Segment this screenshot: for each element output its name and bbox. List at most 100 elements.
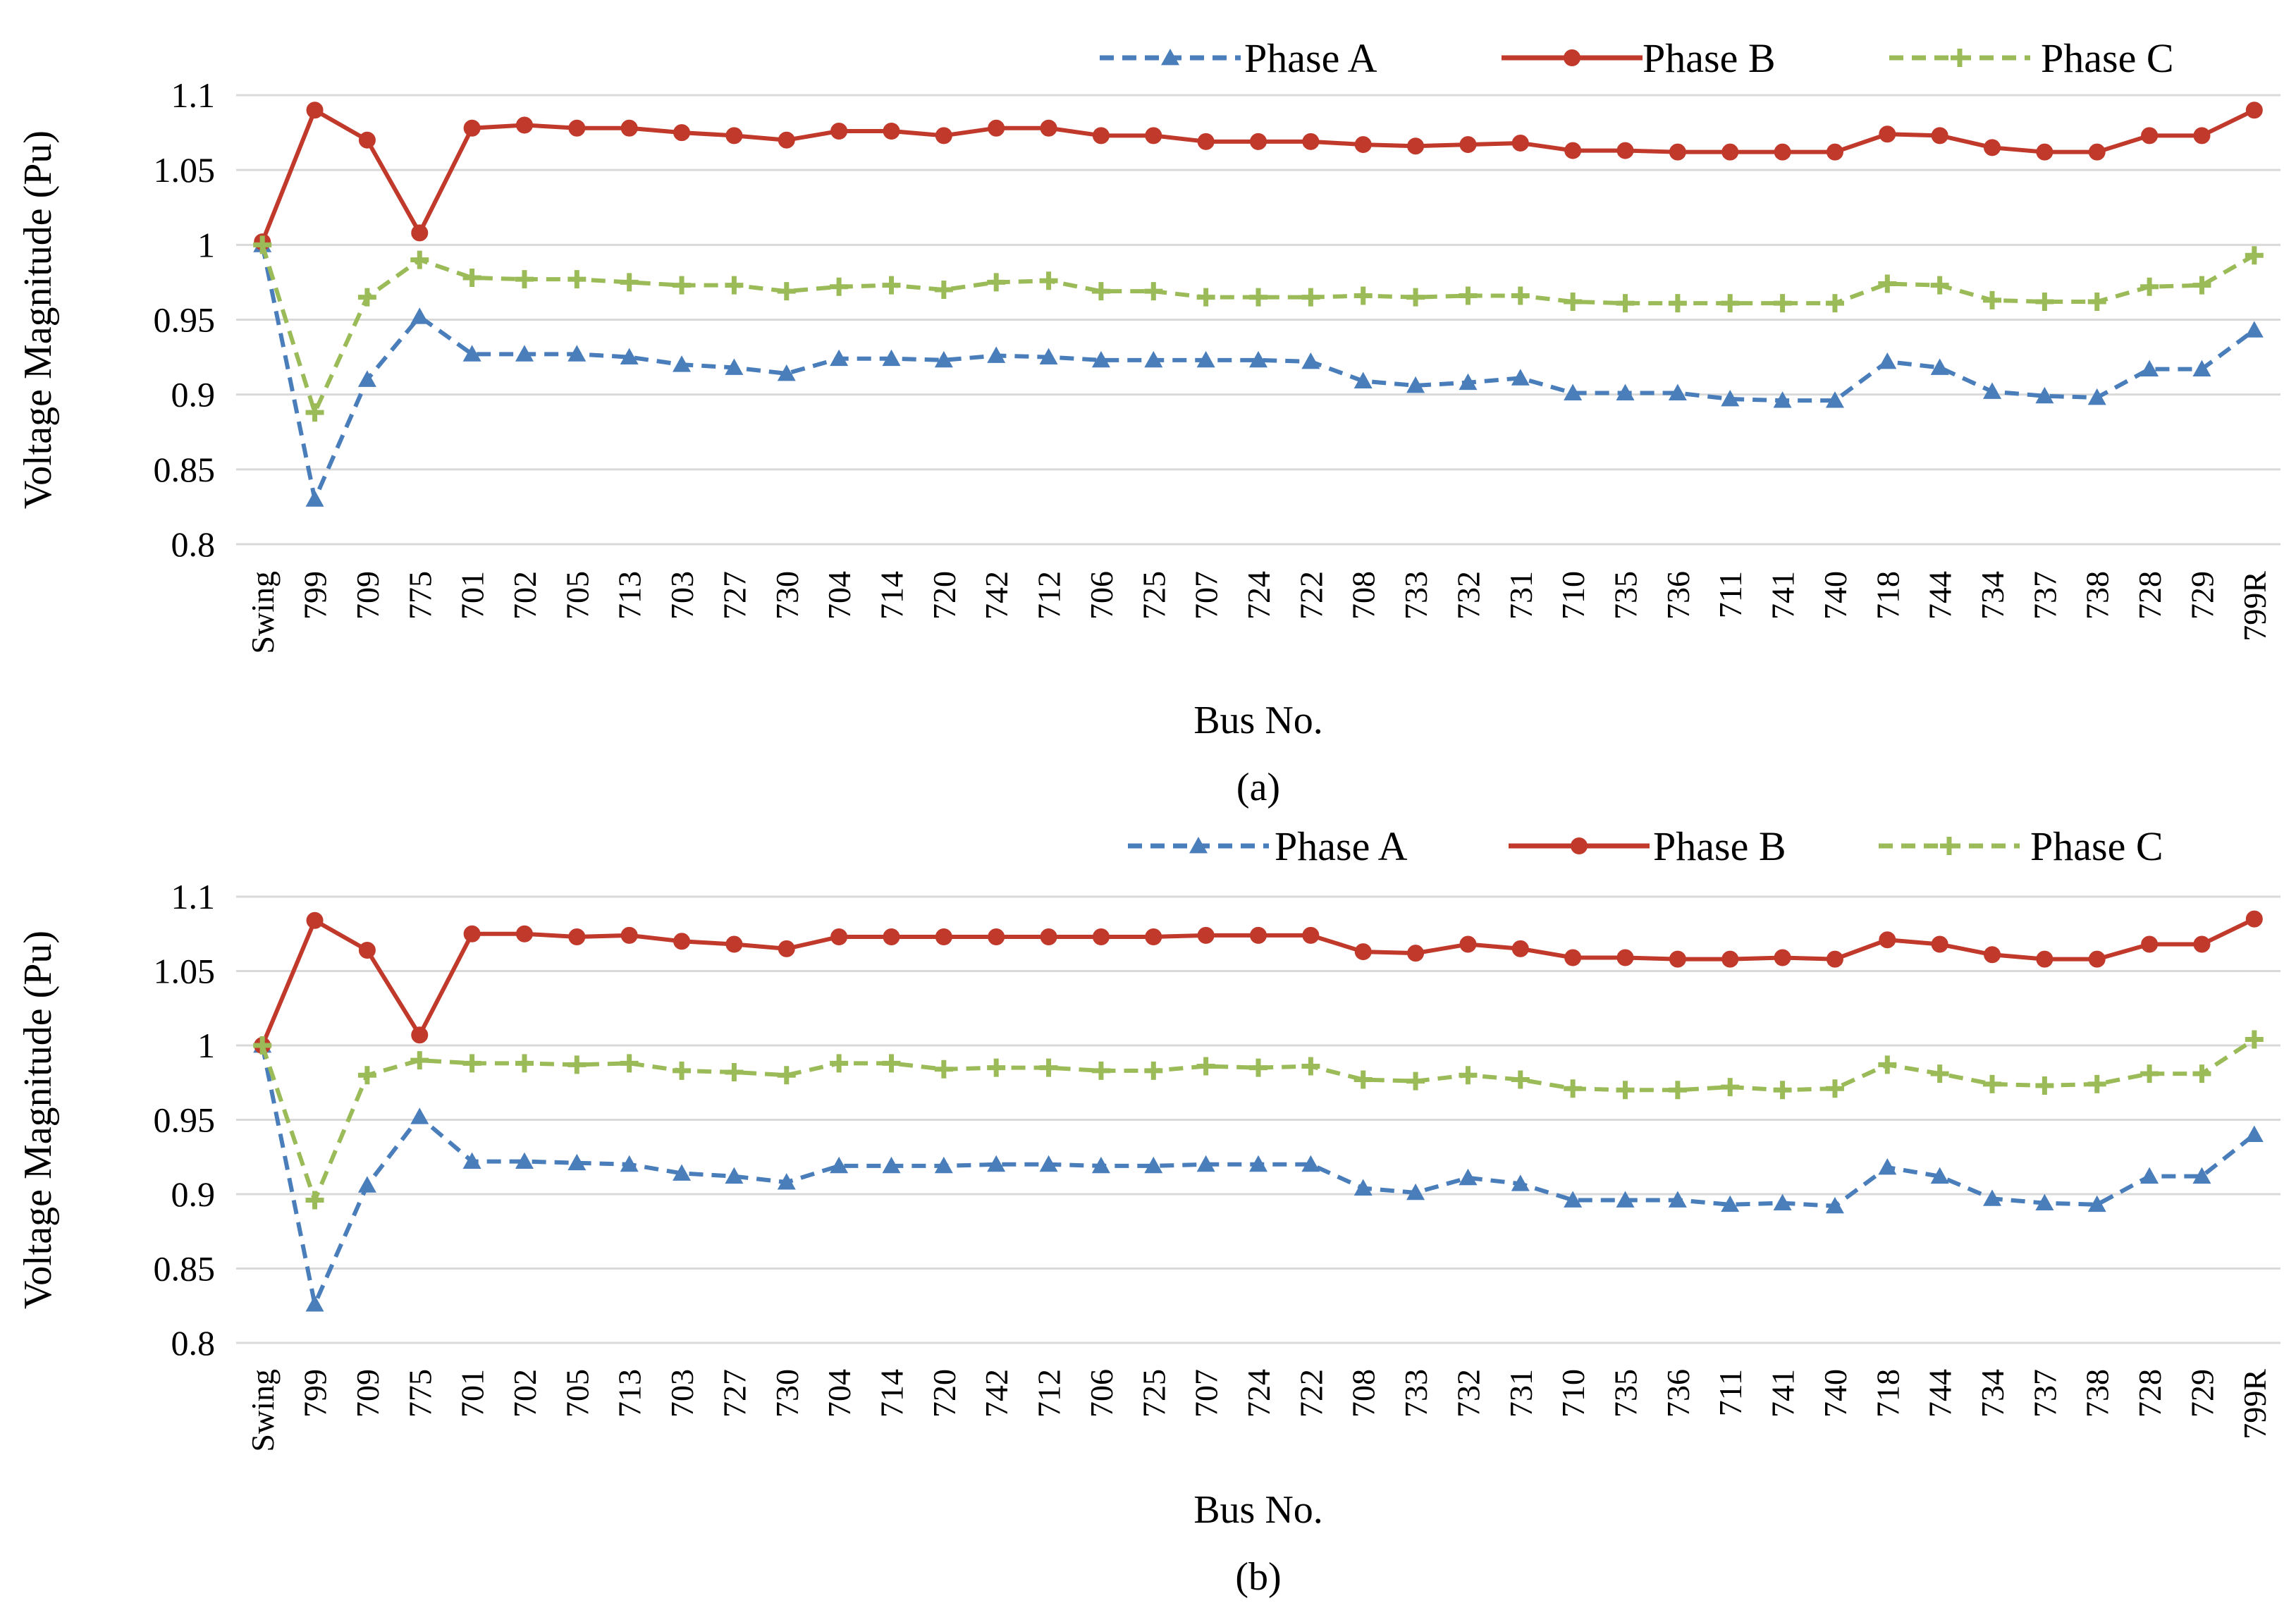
data-point (1773, 1081, 1792, 1100)
series-phase-b (254, 102, 2263, 251)
data-point (1353, 286, 1373, 305)
data-point (1668, 294, 1687, 313)
series-phase-b (254, 910, 2263, 1054)
data-point (935, 928, 952, 945)
data-point (830, 1156, 849, 1174)
data-point (1825, 294, 1844, 313)
data-point (1511, 286, 1530, 305)
data-point (463, 119, 481, 137)
x-tick-label: 704 (821, 571, 857, 620)
data-point (410, 307, 429, 324)
data-point (1354, 943, 1372, 961)
data-point (620, 1155, 639, 1172)
data-point (515, 1054, 534, 1073)
legend-label: Phase B (1653, 823, 1786, 869)
data-point (515, 116, 533, 134)
x-tick-label: 741 (1765, 1369, 1801, 1418)
data-point (410, 250, 429, 269)
data-point (515, 270, 534, 289)
x-tick-label: 713 (612, 1369, 648, 1418)
data-point (2192, 276, 2211, 295)
x-tick-label: 701 (455, 571, 491, 620)
x-tick-label: 731 (1503, 1369, 1539, 1418)
data-point (1773, 391, 1792, 408)
x-tick-label: 709 (350, 571, 386, 620)
data-point (1721, 294, 1740, 313)
series-phase-a (253, 235, 2264, 507)
data-point (306, 911, 324, 929)
data-point (1144, 282, 1163, 301)
x-tick-label: 735 (1608, 1369, 1644, 1418)
x-tick-label: 775 (402, 1369, 438, 1418)
data-point (1616, 294, 1635, 313)
data-point (1459, 286, 1478, 305)
x-tick-label: 727 (716, 571, 752, 620)
x-tick-label: 744 (1922, 571, 1958, 620)
data-point (1826, 143, 1843, 161)
data-point (1564, 293, 1583, 312)
data-point (1668, 1191, 1687, 1208)
data-point (987, 346, 1006, 363)
data-point (253, 1036, 272, 1055)
x-tick-label: 711 (1712, 1369, 1748, 1416)
data-point (1564, 142, 1582, 159)
data-point (1092, 127, 1110, 145)
data-point (1249, 1155, 1267, 1172)
data-point (1250, 926, 1267, 944)
data-point (1459, 373, 1478, 391)
data-point (883, 928, 900, 945)
data-point (1197, 926, 1215, 944)
legend-label: Phase B (1643, 35, 1776, 81)
x-tick-label: 709 (350, 1369, 386, 1418)
y-tick-label: 0.85 (154, 1249, 216, 1289)
x-tick-label: 734 (1975, 571, 2010, 620)
data-point (462, 1054, 481, 1073)
data-point (1407, 945, 1425, 962)
x-tick-label: 701 (455, 1369, 491, 1418)
data-point (673, 933, 691, 950)
x-tick-label: 710 (1555, 1369, 1591, 1418)
x-tick-label: 733 (1398, 571, 1434, 620)
x-tick-label: 740 (1817, 571, 1853, 620)
data-point (2192, 1167, 2211, 1184)
legend-marker (1571, 837, 1588, 854)
data-point (2192, 1064, 2211, 1083)
x-tick-label: 725 (1136, 571, 1172, 620)
data-point (2140, 360, 2159, 376)
data-point (567, 270, 587, 289)
data-point (1039, 1058, 1058, 1077)
data-point (2035, 386, 2054, 404)
y-tick-label: 0.85 (154, 450, 216, 489)
chart-panel-a: 0.8 0.85 0.9 0.95 1 1.05 1.1 Swing 799 709 775 701 7… (16, 35, 2280, 809)
data-point (1091, 1156, 1110, 1174)
data-point (2245, 1030, 2264, 1049)
data-point (1039, 271, 1058, 290)
x-tick-label: 775 (402, 571, 438, 620)
x-tick-label: 741 (1765, 571, 1801, 620)
x-tick-label: 740 (1817, 1369, 1853, 1418)
data-point (2140, 277, 2159, 296)
data-point (725, 1062, 744, 1081)
data-point (463, 925, 481, 942)
x-tick-label: Swing (245, 1369, 281, 1452)
data-point (358, 941, 376, 959)
data-point (1144, 350, 1163, 368)
data-point (725, 276, 744, 295)
data-point (830, 122, 848, 140)
x-axis-title: Bus No. (1193, 699, 1323, 742)
y-tick-label: 1.1 (171, 877, 216, 916)
series-phase-c (253, 1030, 2264, 1210)
data-point (1721, 1078, 1740, 1097)
x-tick-label: 728 (2132, 571, 2168, 620)
x-tick-label: 731 (1503, 571, 1539, 620)
data-point (830, 277, 849, 296)
x-tick-label: 718 (1870, 571, 1905, 620)
data-point (830, 349, 849, 367)
x-tick-label: 729 (2184, 1369, 2220, 1418)
data-point (305, 1295, 324, 1312)
data-point (1564, 949, 1582, 966)
data-point (1039, 348, 1058, 364)
data-point (1564, 383, 1583, 400)
data-point (1983, 290, 2002, 309)
data-point (1878, 352, 1897, 369)
